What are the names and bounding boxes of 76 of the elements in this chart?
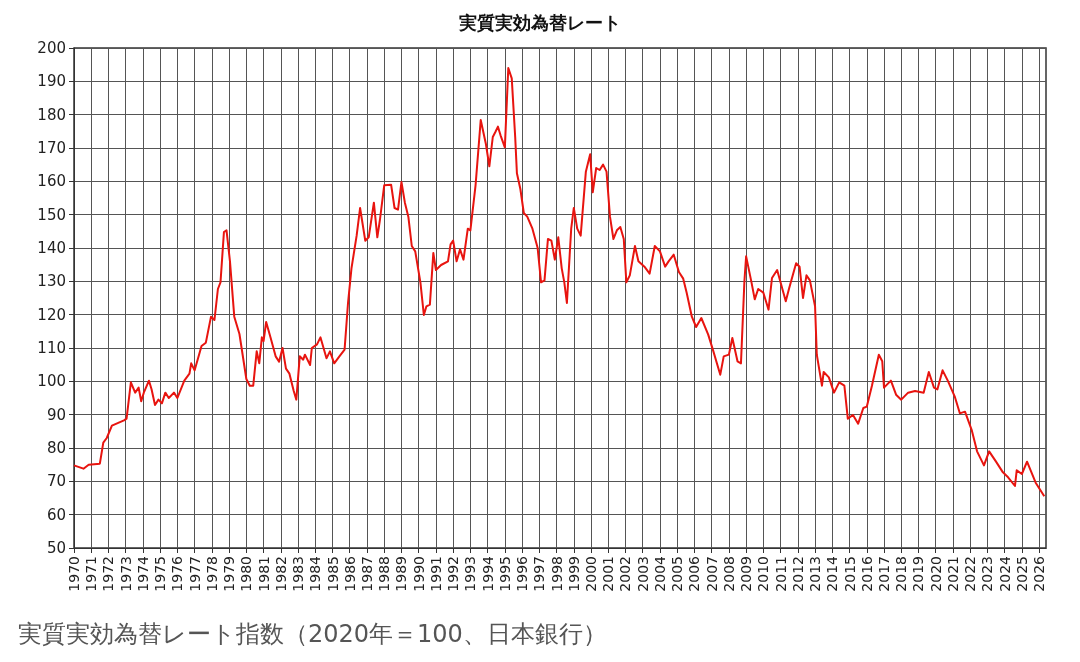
- x-tick-label: 1985: [324, 556, 341, 592]
- x-tick-label: 2001: [600, 556, 617, 592]
- x-tick-label: 2020: [927, 556, 944, 592]
- y-tick-label: 190: [37, 72, 66, 91]
- x-tick-label: 2014: [824, 555, 841, 592]
- x-tick-label: 1973: [117, 556, 134, 592]
- x-tick-label: 1998: [548, 556, 565, 592]
- y-tick-label: 150: [37, 205, 66, 224]
- x-tick-label: 2021: [944, 556, 961, 592]
- x-tick-label: 2013: [807, 556, 824, 592]
- x-tick-label: 1987: [358, 556, 375, 592]
- x-tick-label: 2022: [962, 556, 979, 592]
- x-tick-label: 2017: [876, 556, 892, 592]
- x-tick-label: 2024: [996, 555, 1013, 592]
- y-tick-label: 70: [46, 472, 66, 491]
- x-tick-label: 1993: [462, 556, 479, 592]
- y-tick-label: 60: [46, 505, 66, 524]
- x-tick-label: 1983: [290, 556, 307, 592]
- x-tick-label: 2015: [841, 556, 858, 592]
- x-tick-label: 2026: [1031, 555, 1048, 592]
- y-tick-label: 110: [37, 339, 66, 357]
- x-tick-label: 2005: [669, 556, 686, 592]
- x-tick-label: 2003: [634, 556, 651, 592]
- y-tick-label: 180: [37, 105, 66, 124]
- x-tick-label: 2012: [789, 556, 806, 592]
- x-tick-label: 1979: [221, 556, 238, 592]
- x-tick-label: 2010: [755, 556, 772, 592]
- x-tick-label: 2023: [979, 556, 996, 592]
- y-tick-label: 170: [37, 139, 66, 157]
- x-tick-label: 2016: [858, 555, 875, 592]
- x-tick-label: 2018: [893, 556, 910, 592]
- x-tick-label: 2000: [583, 556, 600, 592]
- x-tick-label: 2025: [1013, 556, 1030, 592]
- y-tick-label: 90: [46, 405, 66, 424]
- x-tick-label: 2009: [738, 556, 755, 592]
- x-tick-label: 1994: [479, 555, 496, 592]
- x-tick-label: 1988: [376, 556, 393, 592]
- x-tick-label: 2007: [703, 556, 720, 592]
- x-tick-label: 1992: [445, 556, 462, 592]
- y-tick-label: 160: [37, 172, 66, 191]
- x-tick-label: 1989: [393, 556, 410, 592]
- text: 実質実効為替レート指数（2020年＝100、日本銀行）: [18, 619, 608, 650]
- x-tick-label: 1974: [134, 555, 151, 592]
- x-tick-label: 1975: [152, 556, 169, 592]
- x-tick-label: 2002: [617, 556, 634, 592]
- x-tick-label: 2011: [772, 556, 789, 592]
- x-tick-label: 1984: [307, 555, 324, 592]
- x-tick-label: 1971: [83, 556, 100, 592]
- line-series: [73, 67, 1046, 498]
- y-tick-label: 140: [37, 239, 66, 257]
- x-tick-label: 1986: [341, 555, 358, 592]
- x-tick-label: 1995: [496, 556, 513, 592]
- x-tick-label: 1991: [427, 556, 444, 592]
- x-tick-label: 1972: [100, 556, 117, 592]
- x-tick-label: 1978: [203, 556, 220, 592]
- x-tick-label: 1990: [410, 556, 427, 592]
- chart-title: 実質実効為替レート: [458, 11, 621, 33]
- x-tick-label: 1980: [238, 556, 255, 592]
- x-tick-label: 2019: [910, 556, 927, 592]
- y-tick-label: 200: [37, 39, 66, 57]
- x-tick-label: 1999: [565, 556, 582, 592]
- x-tick-label: 1997: [531, 556, 548, 592]
- x-tick-label: 1981: [255, 556, 272, 592]
- x-tick-label: 2006: [686, 555, 703, 592]
- x-tick-label: 2008: [720, 556, 737, 592]
- y-tick-label: 100: [37, 372, 66, 391]
- y-tick-label: 120: [37, 305, 66, 324]
- x-tick-label: 1977: [186, 556, 203, 592]
- x-tick-label: 1982: [272, 556, 289, 592]
- y-tick-label: 130: [37, 272, 66, 291]
- x-tick-label: 2004: [651, 555, 668, 592]
- y-tick-label: 50: [46, 539, 66, 557]
- x-tick-label: 1976: [169, 555, 186, 592]
- x-tick-label: 1996: [514, 555, 531, 592]
- x-tick-label: 1970: [66, 556, 82, 592]
- y-tick-label: 80: [46, 439, 66, 457]
